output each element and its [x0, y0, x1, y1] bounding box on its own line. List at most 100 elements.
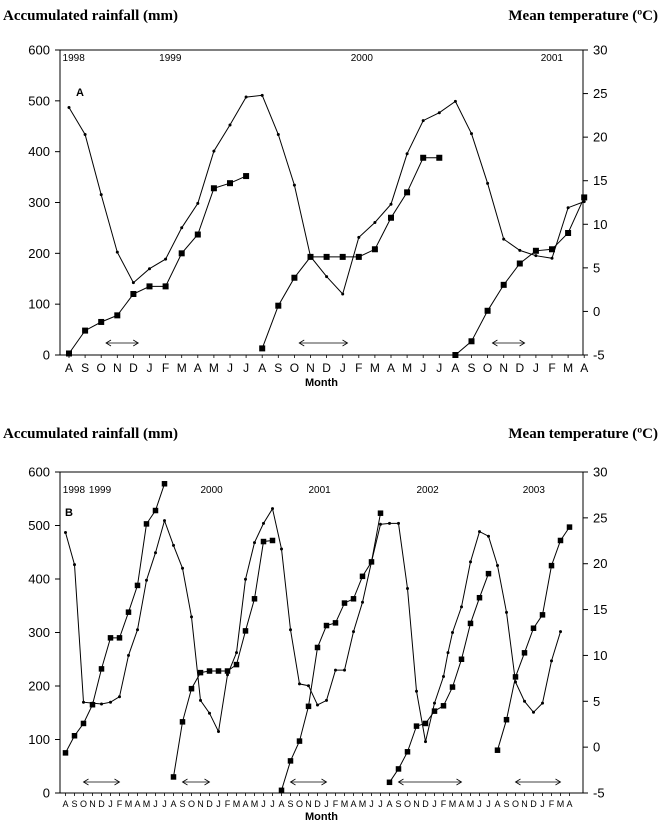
- panel-a-month-label: A: [258, 361, 266, 375]
- panel-b-year-label: 1998: [63, 485, 86, 496]
- panel-a-x-axis-title: Month: [305, 377, 338, 389]
- panel-a-temperature-point: [67, 106, 71, 110]
- panel-b-rainfall-point: [539, 612, 546, 618]
- panel-b-period-arrow-left-head: [397, 778, 404, 786]
- panel-b-temperature-point: [388, 521, 391, 525]
- panel-b-rainfall-point: [269, 537, 276, 544]
- panel-b-period-arrow-right-head: [555, 778, 562, 786]
- panel-b-month-label: J: [486, 799, 491, 809]
- panel-b-rainfall-point: [566, 524, 573, 530]
- panel-b-rainfall-point: [62, 750, 69, 756]
- panel-b-x-axis-title: Month: [305, 811, 338, 823]
- panel-b-temperature-point: [109, 700, 112, 704]
- panel-b-month-label: O: [512, 799, 519, 809]
- panel-a-rainfall-point: [162, 283, 169, 290]
- panel-b-rainfall-point: [467, 620, 474, 627]
- panel-b-temperature-point: [505, 610, 508, 614]
- panel-b-year-label: 2002: [417, 485, 440, 496]
- panel-b-temperature-point: [433, 701, 436, 705]
- panel-a-rainfall-point: [339, 253, 346, 260]
- panel-b-rainfall-point: [143, 521, 150, 527]
- panel-b-temperature-point: [469, 560, 472, 564]
- panel-b-temperature-point: [379, 522, 382, 526]
- panel-b-left-tick-label: 100: [28, 732, 50, 747]
- panel-b-month-label: F: [117, 799, 123, 809]
- panel-a-rainfall-point: [404, 189, 411, 196]
- panel-a-year-label: 1999: [159, 53, 182, 64]
- panel-b-temperature-point: [446, 651, 450, 655]
- panel-b-temperature-point: [226, 673, 229, 677]
- panel-b-temperature-point: [361, 600, 364, 604]
- panel-b-temperature-point: [496, 564, 499, 568]
- panel-b-rainfall-point: [188, 685, 195, 692]
- panel-a-month-label: J: [420, 361, 426, 375]
- panel-b-month-label: M: [125, 799, 133, 809]
- panel-a-month-label: O: [483, 361, 492, 375]
- panel-b-month-label: M: [251, 799, 259, 809]
- panel-b-month-label: J: [270, 799, 275, 809]
- panel-b-month-label: F: [333, 799, 339, 809]
- panel-a-temperature-point: [518, 248, 522, 252]
- panel-a-rainfall-line: [261, 157, 440, 349]
- panel-b-rainfall-point: [323, 622, 330, 629]
- panel-a-temperature-point: [292, 183, 296, 187]
- panel-b-month-label: N: [89, 799, 96, 809]
- panel-b-plot-frame: [59, 471, 584, 794]
- panel-a-temperature-point: [276, 133, 280, 137]
- panel-b-month-label: M: [359, 799, 367, 809]
- panel-b-rainfall-point: [71, 733, 78, 739]
- panel-b-month-label: A: [62, 799, 68, 809]
- panel-b-right-tick-label: 15: [593, 602, 607, 617]
- panel-b-temperature-point: [514, 680, 517, 684]
- panel-a-rainfall-point: [243, 173, 250, 180]
- panel-b-temperature-point: [352, 630, 355, 634]
- panel-a-right-tick-label: -5: [593, 348, 605, 363]
- panel-b-temperature-point: [271, 507, 274, 511]
- panel-b-rainfall-point: [476, 594, 483, 601]
- panel-b-rainfall-point: [458, 656, 465, 662]
- panel-a-temperature-point: [582, 200, 586, 204]
- panel-a-month-label: O: [290, 361, 299, 375]
- panel-b-month-label: A: [566, 799, 572, 809]
- panel-b-rainfall-point: [116, 635, 123, 641]
- panel-b-month-label: S: [71, 799, 77, 809]
- panel-b-month-label: D: [422, 799, 429, 809]
- panel-a-temperature-point: [148, 267, 151, 271]
- panel-a-month-label: A: [65, 361, 73, 375]
- panel-b-month-label: J: [108, 799, 113, 809]
- panel-b-month-label: O: [80, 799, 87, 809]
- panel-a-left-tick-label: 300: [28, 195, 50, 210]
- panel-a-rainfall-point: [371, 246, 378, 253]
- panel-b-temperature-point: [406, 586, 409, 590]
- panel-a-rainfall-point: [178, 250, 185, 257]
- panel-a-year-label: 2000: [351, 53, 374, 64]
- panel-b-period-arrow-left-head: [181, 778, 188, 786]
- panel-b-rainfall-point: [170, 774, 177, 780]
- panel-b-month-label: A: [494, 799, 500, 809]
- panel-b-right-tick-label: 30: [593, 465, 607, 480]
- panel-a-month-label: O: [97, 361, 106, 375]
- panel-a-temperature-point: [228, 123, 232, 127]
- panel-b-month-label: J: [369, 799, 374, 809]
- panel-b-year-label: 2001: [309, 485, 332, 496]
- panel-a-temperature-point: [180, 226, 184, 230]
- panel-b-temperature-point: [343, 668, 346, 672]
- panel-a-left-axis-title: Accumulated rainfall (mm): [3, 8, 178, 24]
- panel-a-month-label: S: [467, 361, 475, 375]
- panel-a-month-label: J: [340, 361, 346, 375]
- panel-a-month-label: N: [499, 361, 508, 375]
- panel-a-month-label: D: [515, 361, 524, 375]
- panel-a-temperature-point: [131, 281, 135, 285]
- panel-b-rainfall-point: [386, 779, 393, 786]
- panel-b-temperature-point: [541, 701, 544, 705]
- panel-b-temperature-point: [289, 628, 292, 632]
- panel-b-right-tick-label: 0: [593, 740, 600, 755]
- panel-b-rainfall-point: [449, 684, 456, 690]
- panel-b-month-label: D: [98, 799, 105, 809]
- panel-b-temperature-point: [334, 668, 337, 672]
- panel-a-month-label: F: [162, 361, 169, 375]
- panel-a-rainfall-point: [82, 327, 89, 334]
- panel-b-rainfall-point: [224, 668, 231, 674]
- panel-b-left-tick-label: 200: [28, 679, 50, 694]
- panel-a-rainfall-point: [194, 231, 201, 238]
